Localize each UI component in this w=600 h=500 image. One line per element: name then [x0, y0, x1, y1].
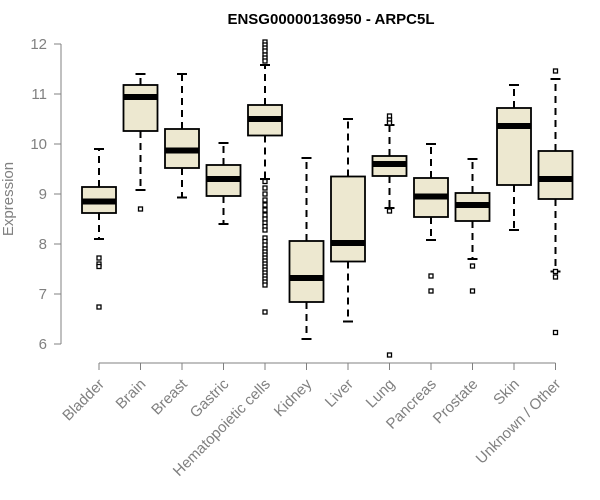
- x-tick-label: Breast: [148, 375, 191, 418]
- y-tick-label: 11: [31, 86, 47, 103]
- y-axis-label: Expression: [0, 162, 17, 236]
- iqr-box: [330, 175, 366, 263]
- x-tick-label: Kidney: [271, 375, 316, 420]
- box-group: [537, 68, 574, 336]
- box-group: [247, 39, 283, 315]
- outlier-point: [262, 227, 268, 233]
- outlier-point: [428, 273, 434, 279]
- outlier-point: [386, 120, 393, 126]
- x-tick-label: Brain: [113, 376, 150, 413]
- outlier-point: [552, 68, 559, 74]
- box-group: [330, 118, 366, 323]
- outlier-point: [262, 178, 268, 185]
- outlier-point: [262, 197, 268, 203]
- outlier-point: [96, 255, 102, 261]
- box-group: [413, 143, 449, 294]
- iqr-box: [537, 150, 574, 200]
- chart-title: ENSG00000136950 - ARPC5L: [227, 11, 434, 28]
- outlier-point: [552, 329, 559, 336]
- outlier-point: [262, 282, 268, 288]
- outlier-point: [96, 304, 102, 310]
- outlier-point: [262, 58, 268, 64]
- outlier-point: [386, 208, 393, 214]
- x-tick-label: Bladder: [59, 376, 108, 425]
- outlier-point: [262, 309, 268, 315]
- outlier-point: [262, 202, 268, 208]
- outlier-point: [469, 263, 476, 269]
- box-group: [371, 113, 408, 358]
- box-group: [164, 73, 200, 199]
- box-group: [205, 142, 242, 225]
- outlier-point: [262, 191, 268, 197]
- iqr-box: [122, 84, 159, 132]
- outlier-point: [552, 268, 559, 275]
- x-tick-label: Skin: [490, 376, 523, 409]
- box-group: [496, 84, 532, 231]
- box-group: [122, 73, 159, 212]
- y-tick-label: 7: [39, 286, 47, 303]
- box-group: [288, 157, 325, 340]
- iqr-box: [496, 107, 532, 186]
- x-tick-label: Lung: [363, 376, 399, 412]
- y-axis: 6 7 8 9 10 11 12: [30, 36, 62, 353]
- outlier-point: [386, 352, 393, 358]
- boxplot-series: [81, 39, 574, 358]
- x-tick-label: Liver: [322, 376, 357, 411]
- box-group: [454, 158, 491, 294]
- iqr-box: [288, 240, 325, 303]
- outlier-point: [469, 288, 476, 294]
- y-tick-label: 12: [30, 36, 47, 53]
- outlier-point: [262, 207, 268, 213]
- y-tick-label: 10: [30, 136, 47, 153]
- outlier-point: [552, 274, 559, 280]
- box-group: [81, 148, 117, 310]
- outlier-point: [137, 206, 144, 212]
- outlier-point: [428, 288, 434, 294]
- y-tick-label: 8: [39, 236, 47, 253]
- y-tick-label: 9: [39, 186, 47, 203]
- x-tick-label: Prostate: [430, 376, 482, 428]
- outlier-point: [96, 263, 102, 270]
- y-tick-label: 6: [39, 336, 47, 353]
- outlier-point: [262, 185, 268, 191]
